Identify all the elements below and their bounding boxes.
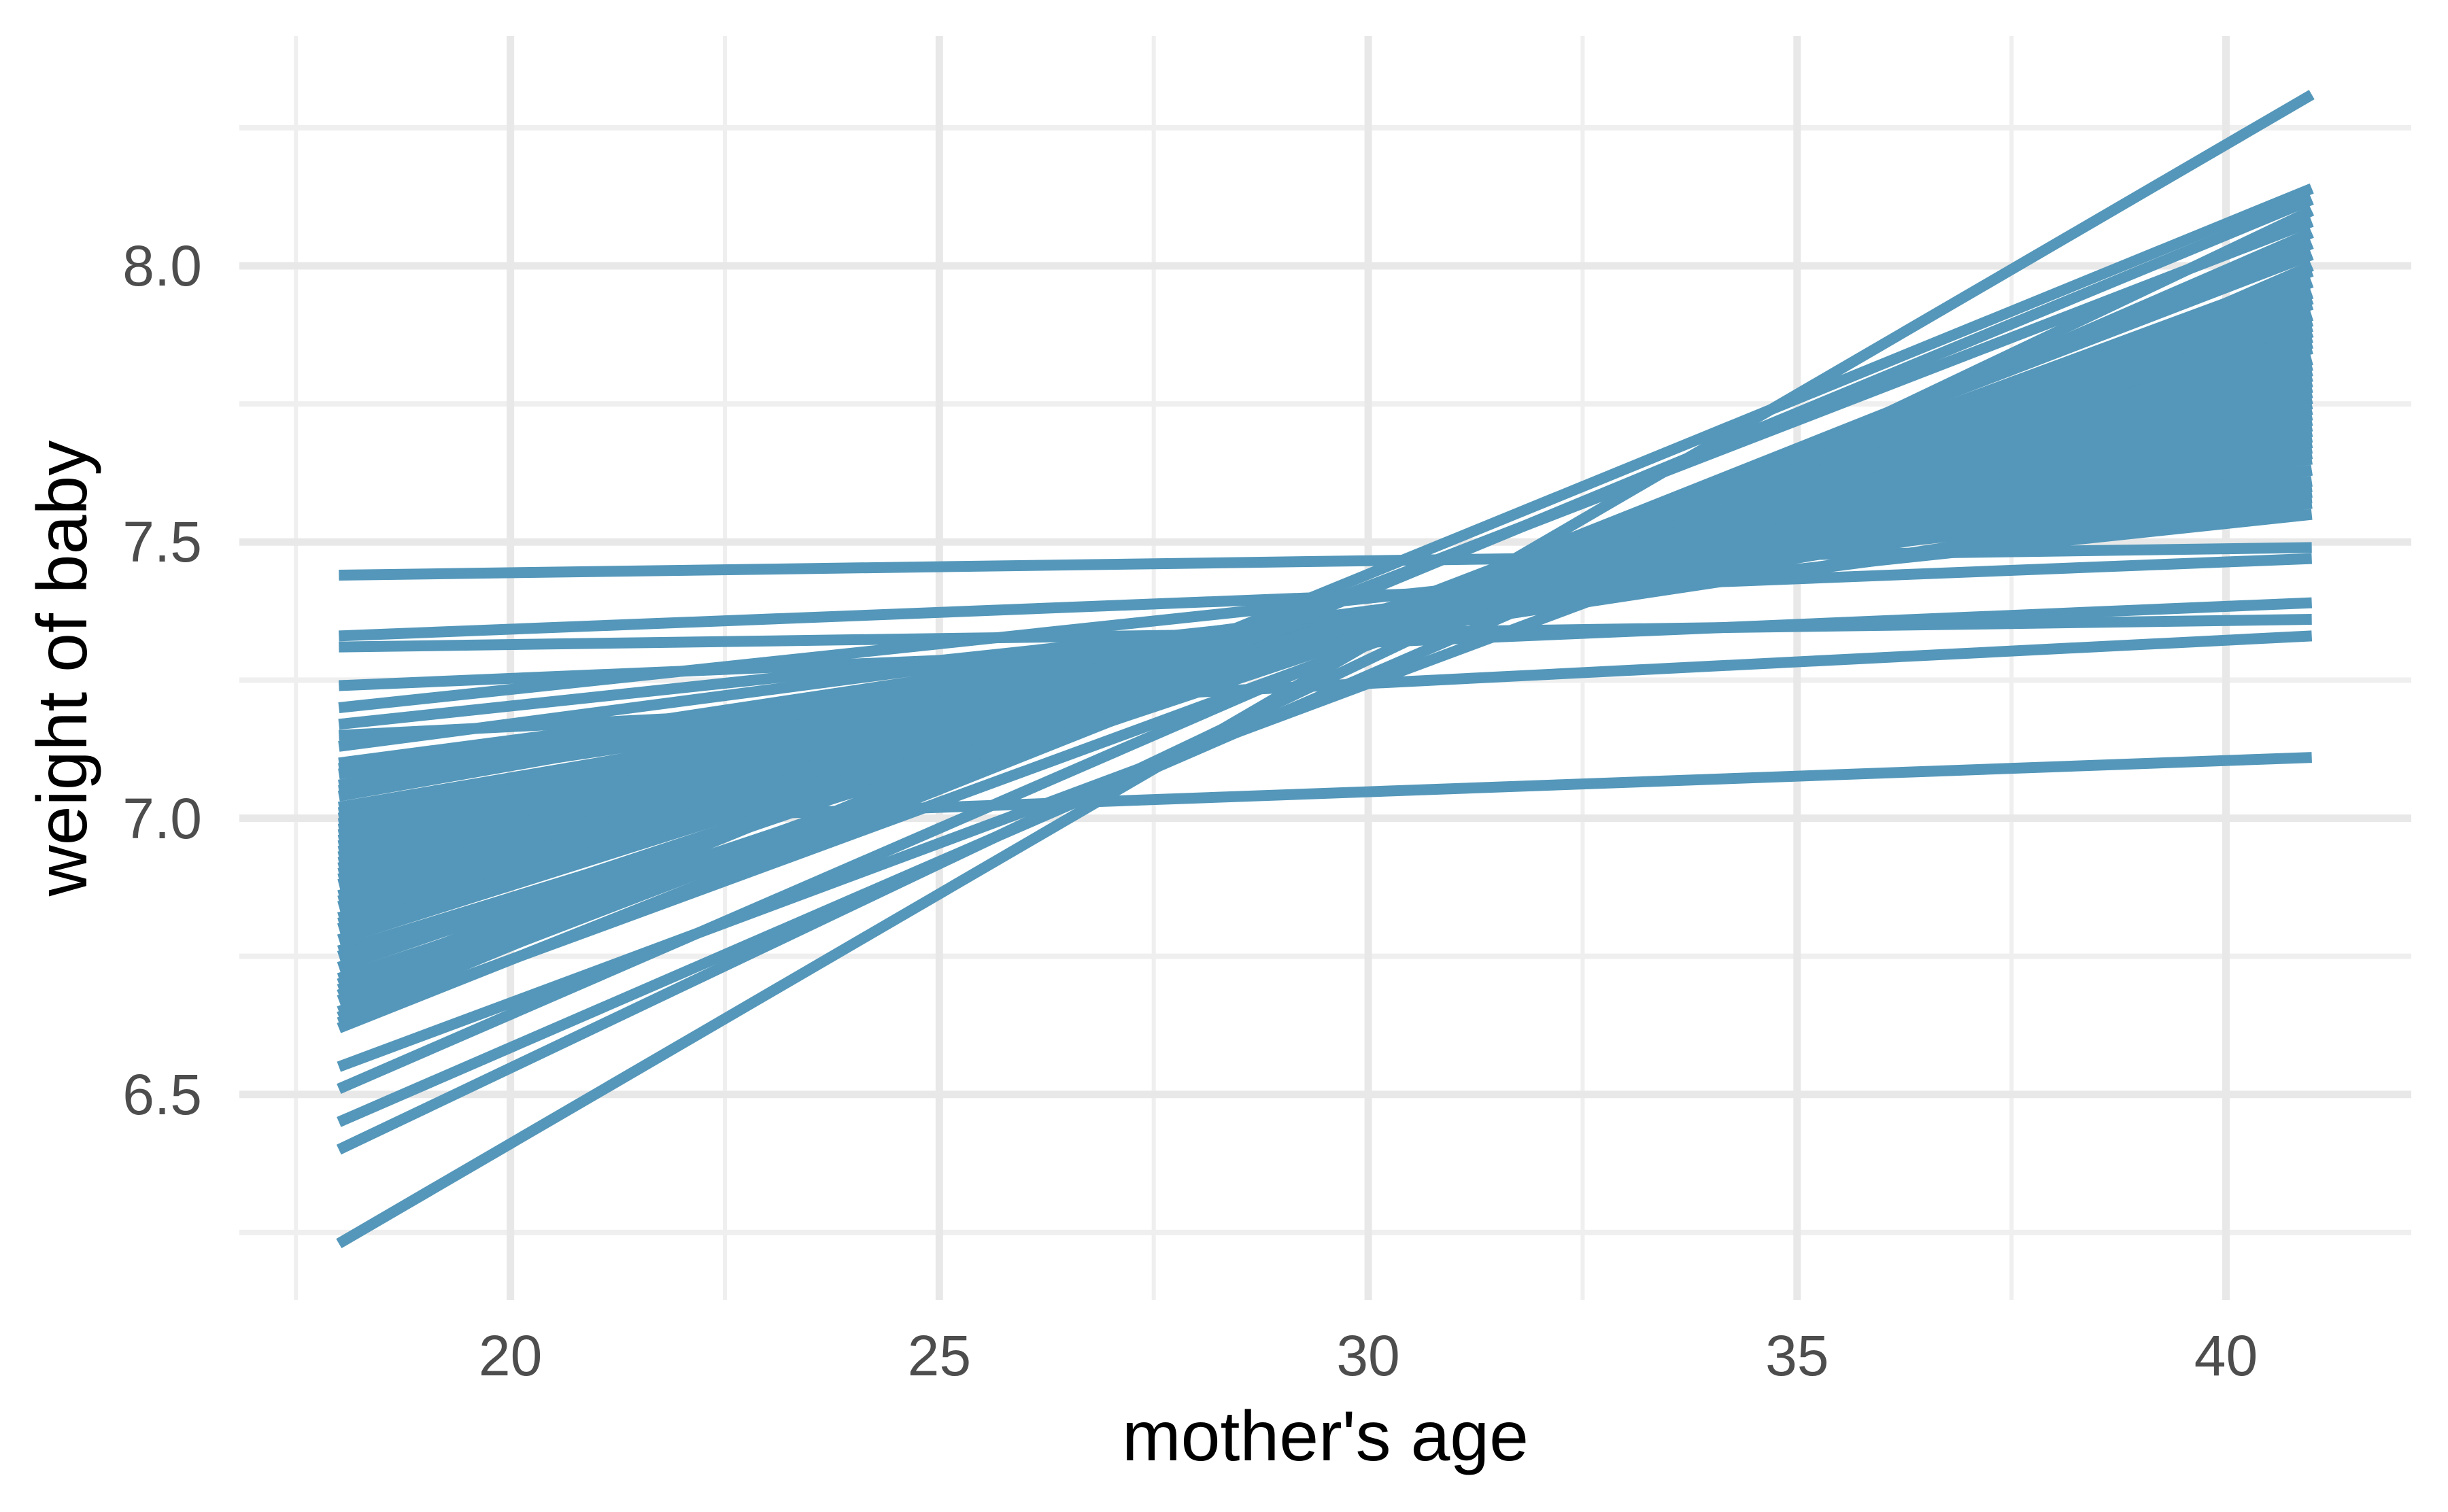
y-axis-title: weight of baby xyxy=(23,440,102,896)
y-tick-label-6.5: 6.5 xyxy=(122,1062,202,1127)
x-tick-label-40: 40 xyxy=(2194,1324,2258,1388)
regression-lines xyxy=(336,90,2315,1249)
x-tick-label-35: 35 xyxy=(1765,1324,1829,1388)
regression-line-43 xyxy=(337,183,2314,1000)
x-axis-title: mother's age xyxy=(1122,1397,1529,1476)
regression-line-46 xyxy=(337,194,2314,1023)
regression-line-52 xyxy=(336,205,2315,1155)
x-tick-label-30: 30 xyxy=(1336,1324,1400,1388)
x-tick-label-25: 25 xyxy=(907,1324,972,1388)
regression-line-51 xyxy=(337,260,2314,1127)
regression-line-53 xyxy=(336,90,2315,1249)
y-tick-label-7.5: 7.5 xyxy=(122,510,202,574)
y-tick-label-7.0: 7.0 xyxy=(122,786,202,850)
y-tick-label-8.0: 8.0 xyxy=(122,234,202,298)
regression-line-50 xyxy=(337,227,2314,1094)
x-tick-label-20: 20 xyxy=(478,1324,543,1388)
major-gridlines xyxy=(239,36,2411,1300)
